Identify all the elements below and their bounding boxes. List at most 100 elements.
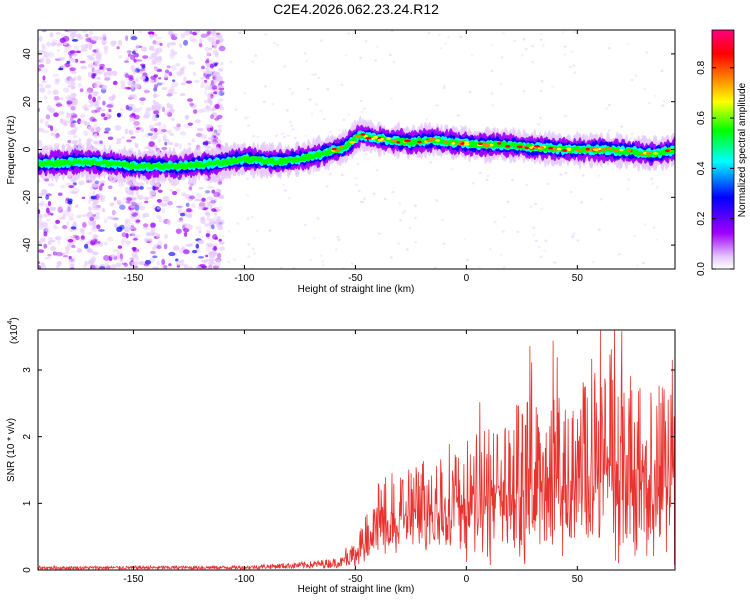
spectrogram-noise-blob xyxy=(47,124,52,129)
spectrogram-noise-blob xyxy=(203,205,210,209)
spectrogram-noise-blob xyxy=(115,262,122,268)
spectrogram-noise-blob xyxy=(206,51,211,57)
spectrogram-noise-blob xyxy=(184,115,189,120)
spectrogram-noise-blob xyxy=(139,185,144,190)
spectrogram-noise-blob xyxy=(89,116,96,122)
spectrogram-noise-blob xyxy=(149,131,153,135)
spectrogram-noise-blob xyxy=(444,42,448,45)
spectrogram-noise-blob xyxy=(72,187,80,194)
spectrogram-noise-blob xyxy=(250,215,254,219)
spectrogram-noise-blob xyxy=(140,46,148,52)
spectrogram-noise-blob xyxy=(66,205,72,208)
spectrogram-noise-blob xyxy=(80,113,86,118)
spectrogram-noise-blob xyxy=(182,224,186,231)
spectrogram-noise-blob xyxy=(141,65,146,69)
spectrogram-noise-blob xyxy=(133,125,138,129)
spectrogram-noise-blob xyxy=(57,41,62,46)
spectrogram-noise-blob xyxy=(359,99,363,103)
spectrogram-noise-blob xyxy=(218,45,226,52)
spectrogram-noise-blob xyxy=(38,249,45,253)
spectrogram-noise-blob xyxy=(129,55,135,61)
colorbar-tick-label: 0.6 xyxy=(696,111,707,125)
spectrogram-noise-blob xyxy=(218,128,222,134)
spectrogram-noise-blob xyxy=(55,103,63,107)
spectrogram-noise-blob xyxy=(512,39,516,43)
spectrogram-noise-blob xyxy=(572,231,576,235)
spectrogram-x-tick-label: -150 xyxy=(123,273,143,284)
spectrogram-noise-blob xyxy=(103,45,109,51)
spectrogram-noise-blob xyxy=(62,213,66,220)
spectrogram-noise-blob xyxy=(98,184,103,191)
spectrogram-noise-blob xyxy=(144,237,149,243)
spectrogram-noise-blob xyxy=(205,126,209,130)
spectrogram-noise-blob xyxy=(79,238,85,242)
spectrogram-noise-blob xyxy=(516,230,520,234)
spectrogram-noise-blob xyxy=(119,258,124,263)
spectrogram-noise-blob xyxy=(478,171,482,175)
spectrogram-noise-blob xyxy=(101,84,108,90)
spectrogram-noise-blob xyxy=(128,117,135,122)
spectrogram-noise-blob xyxy=(68,258,76,263)
spectrogram-noise-blob xyxy=(245,177,249,180)
spectrogram-noise-blob xyxy=(218,194,224,199)
spectrogram-noise-blob xyxy=(93,91,98,97)
spectrogram-noise-blob xyxy=(72,234,78,239)
spectrogram-noise-blob xyxy=(94,80,102,87)
spectrogram-y-tick-label: -20 xyxy=(22,190,33,205)
spectrogram-noise-blob xyxy=(45,194,50,200)
spectrogram-noise-blob xyxy=(88,206,92,211)
spectrogram-noise-blob xyxy=(340,173,344,177)
spectrogram-noise-blob xyxy=(71,114,78,119)
spectrogram-noise-blob xyxy=(219,43,224,48)
spectrogram-noise-blob xyxy=(229,60,233,64)
spectrogram-noise-blob xyxy=(169,42,177,46)
spectrogram-noise-blob xyxy=(46,218,51,222)
spectrogram-noise-blob xyxy=(648,102,652,105)
spectrogram-noise-blob xyxy=(190,203,196,208)
spectrogram-ridge-band xyxy=(352,138,358,142)
spectrogram-noise-blob xyxy=(499,253,503,256)
spectrogram-noise-blob xyxy=(210,141,216,145)
spectrogram-noise-blob xyxy=(70,92,77,98)
spectrogram-x-tick-label: -100 xyxy=(234,273,254,284)
spectrogram-noise-blob xyxy=(215,34,222,38)
spectrogram-noise-blob xyxy=(127,222,135,229)
spectrogram-noise-blob xyxy=(131,105,137,110)
spectrogram-noise-blob xyxy=(47,183,55,187)
spectrogram-noise-blob xyxy=(215,190,220,196)
spectrogram-noise-blob xyxy=(389,97,393,100)
spectrogram-noise-blob xyxy=(53,95,60,101)
spectrogram-noise-blob xyxy=(101,41,107,46)
spectrogram-noise-blob xyxy=(113,196,117,201)
spectrogram-noise-blob xyxy=(218,238,222,242)
spectrogram-noise-blob xyxy=(207,136,215,140)
spectrogram-noise-blob xyxy=(98,229,105,232)
spectrogram-noise-blob xyxy=(108,96,115,101)
spectrogram-ridge-peak xyxy=(645,152,652,155)
snr-y-tick-label: 2 xyxy=(22,433,33,439)
spectrogram-noise-blob xyxy=(133,120,140,126)
spectrogram-noise-blob xyxy=(177,219,184,223)
spectrogram-noise-blob xyxy=(140,127,144,133)
spectrogram-noise-blob xyxy=(142,213,146,219)
spectrogram-ridge-peak xyxy=(524,146,529,150)
spectrogram-noise-blob xyxy=(531,44,535,48)
spectrogram-noise-blob xyxy=(403,210,407,213)
spectrogram-noise-blob xyxy=(112,211,117,215)
spectrogram-noise-blob xyxy=(651,182,655,185)
spectrogram-noise-blob xyxy=(546,182,550,186)
spectrogram-ridge-peak xyxy=(664,149,671,153)
spectrogram-noise-blob xyxy=(283,189,287,192)
spectrogram-noise-blob xyxy=(125,200,131,204)
spectrogram-noise-blob xyxy=(70,129,76,133)
spectrogram-ridge-peak xyxy=(652,152,659,155)
spectrogram-ridge-band xyxy=(279,160,284,165)
spectrogram-noise-blob xyxy=(134,202,140,207)
spectrogram-noise-blob xyxy=(213,191,221,198)
spectrogram-noise-blob xyxy=(65,246,70,252)
spectrogram-noise-blob xyxy=(126,139,132,143)
spectrogram-noise-blob xyxy=(94,109,101,113)
spectrogram-noise-blob xyxy=(561,31,565,34)
spectrogram-noise-blob xyxy=(88,94,93,100)
spectrogram-ridge-peak xyxy=(566,147,572,151)
